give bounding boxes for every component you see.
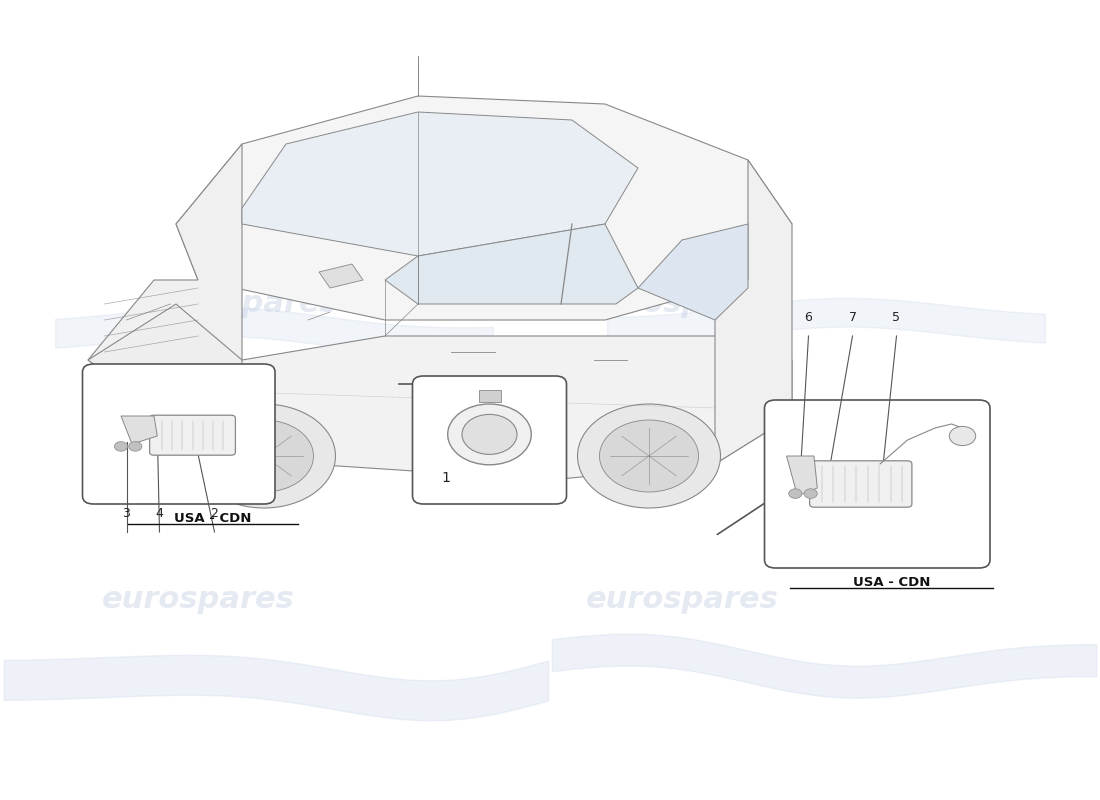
Text: 6: 6 (804, 311, 813, 324)
Text: USA - CDN: USA - CDN (852, 576, 931, 589)
Circle shape (114, 442, 128, 451)
Circle shape (600, 420, 698, 492)
Text: eurospares: eurospares (585, 586, 779, 614)
Text: eurospares: eurospares (101, 586, 295, 614)
Text: eurospares: eurospares (585, 290, 779, 318)
Polygon shape (319, 264, 363, 288)
Polygon shape (242, 112, 638, 256)
Polygon shape (715, 160, 792, 464)
FancyBboxPatch shape (764, 400, 990, 568)
FancyBboxPatch shape (412, 376, 566, 504)
Text: 7: 7 (848, 311, 857, 324)
Polygon shape (88, 304, 264, 448)
Polygon shape (478, 390, 500, 402)
Polygon shape (242, 336, 792, 480)
FancyBboxPatch shape (150, 415, 235, 455)
Polygon shape (385, 224, 638, 304)
Text: 4: 4 (155, 507, 164, 520)
FancyBboxPatch shape (810, 461, 912, 507)
Circle shape (448, 404, 531, 465)
Polygon shape (638, 224, 748, 320)
Text: 3: 3 (122, 507, 131, 520)
Circle shape (214, 420, 314, 492)
Circle shape (949, 426, 976, 446)
Text: 5: 5 (892, 311, 901, 324)
Text: 2: 2 (210, 507, 219, 520)
Circle shape (789, 489, 802, 498)
Circle shape (129, 442, 142, 451)
FancyBboxPatch shape (82, 364, 275, 504)
Circle shape (462, 414, 517, 454)
Text: USA - CDN: USA - CDN (174, 512, 252, 525)
Text: eurospares: eurospares (145, 290, 339, 318)
Circle shape (192, 404, 336, 508)
Polygon shape (786, 456, 817, 496)
Polygon shape (176, 96, 792, 320)
Circle shape (804, 489, 817, 498)
Polygon shape (88, 144, 242, 416)
Polygon shape (121, 416, 157, 444)
Text: 1: 1 (441, 470, 450, 485)
Circle shape (578, 404, 720, 508)
